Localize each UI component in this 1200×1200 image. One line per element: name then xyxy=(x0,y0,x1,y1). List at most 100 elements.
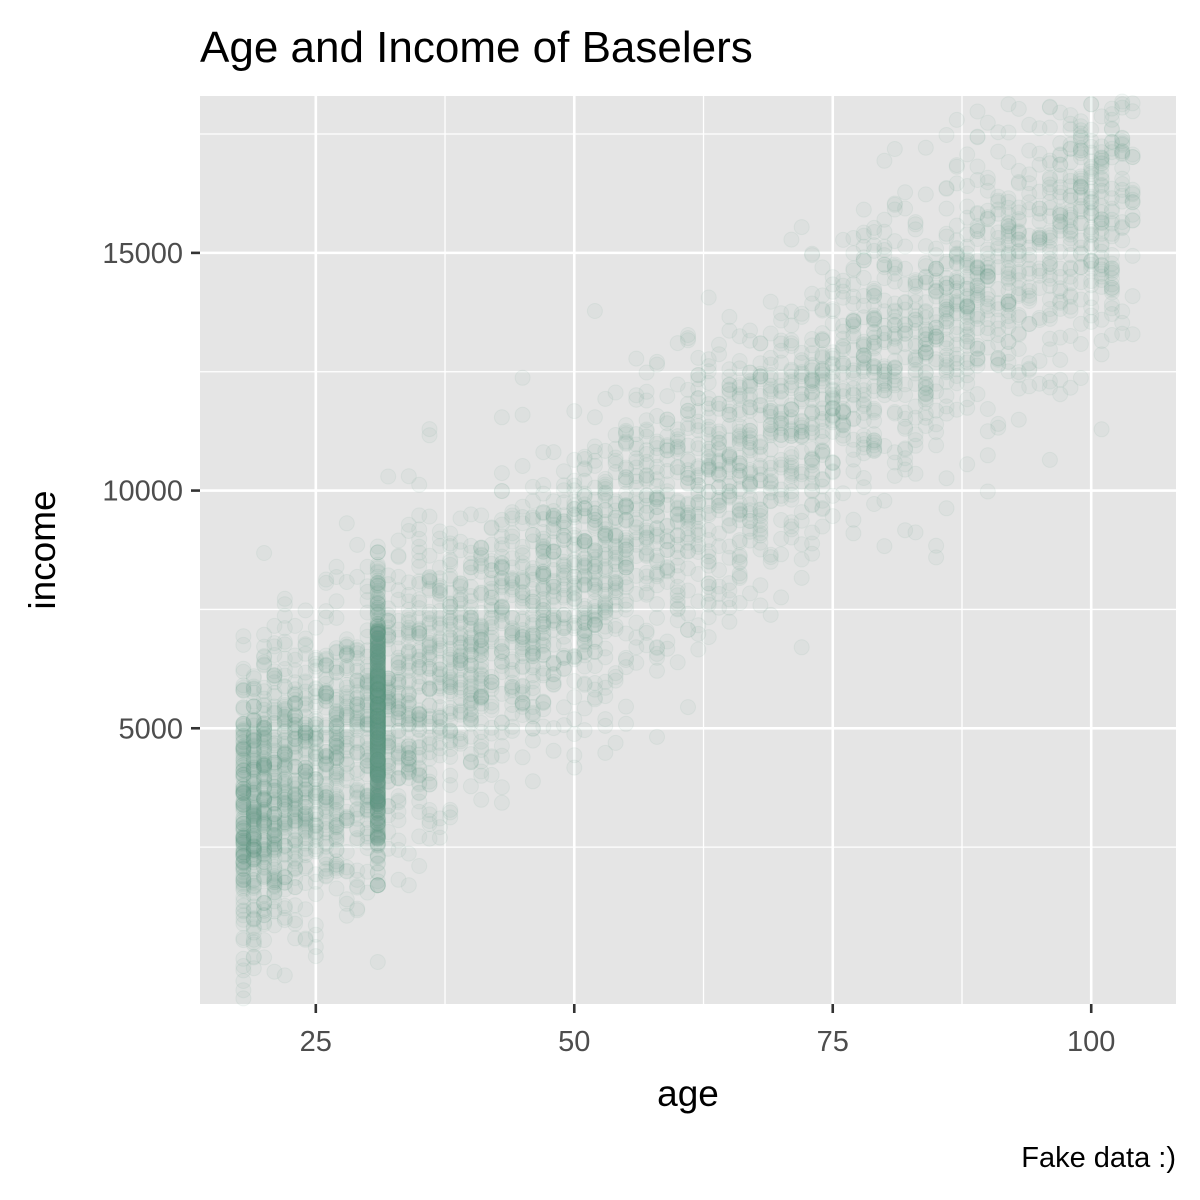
scatter-point xyxy=(1093,225,1110,242)
scatter-point xyxy=(276,912,293,929)
scatter-point xyxy=(762,480,779,497)
scatter-point xyxy=(638,564,655,581)
scatter-point xyxy=(235,903,252,920)
scatter-point xyxy=(700,450,717,467)
scatter-point xyxy=(876,360,893,377)
scatter-point xyxy=(690,390,707,407)
scatter-point xyxy=(628,548,645,564)
scatter-point xyxy=(969,350,986,367)
scatter-point xyxy=(297,762,314,779)
scatter-point xyxy=(1114,145,1131,161)
scatter-point xyxy=(390,673,407,690)
scatter-point xyxy=(452,595,469,612)
scatter-point xyxy=(618,576,634,592)
scatter-point xyxy=(607,556,624,573)
scatter-point xyxy=(504,528,521,545)
scatter-point xyxy=(783,427,800,444)
scatter-point xyxy=(866,219,883,236)
scatter-point xyxy=(390,701,407,718)
scatter-point xyxy=(928,437,945,454)
scatter-point xyxy=(307,655,324,672)
scatter-point xyxy=(597,717,614,734)
scatter-point xyxy=(431,637,448,654)
scatter-point xyxy=(1124,212,1141,229)
scatter-point xyxy=(514,458,531,474)
scatter-point xyxy=(307,716,324,733)
scatter-point xyxy=(969,158,986,175)
scatter-point xyxy=(338,636,355,653)
scatter-point xyxy=(1114,214,1131,231)
scatter-point xyxy=(235,762,252,779)
scatter-point xyxy=(442,640,459,657)
scatter-point xyxy=(742,427,758,444)
scatter-point xyxy=(855,347,872,364)
scatter-point xyxy=(297,823,314,840)
scatter-point xyxy=(835,403,852,420)
scatter-point xyxy=(773,456,790,473)
scatter-point xyxy=(814,346,831,363)
scatter-point xyxy=(349,697,366,713)
scatter-point xyxy=(855,377,872,393)
scatter-point xyxy=(576,507,593,524)
scatter-point xyxy=(297,602,314,619)
scatter-point xyxy=(421,830,438,847)
scatter-point xyxy=(276,759,293,776)
scatter-point xyxy=(235,840,252,857)
scatter-point xyxy=(328,880,345,897)
scatter-point xyxy=(1083,307,1100,324)
scatter-point xyxy=(390,655,407,672)
scatter-point xyxy=(287,808,304,825)
scatter-point xyxy=(452,542,469,559)
scatter-point xyxy=(1114,193,1131,210)
scatter-point xyxy=(928,260,945,277)
scatter-point xyxy=(690,641,707,658)
scatter-point xyxy=(442,629,459,645)
scatter-point xyxy=(390,548,407,565)
scatter-point xyxy=(411,746,428,763)
scatter-point xyxy=(907,356,924,373)
scatter-point xyxy=(1021,251,1038,268)
scatter-point xyxy=(256,711,273,728)
scatter-point xyxy=(287,647,304,664)
scatter-point xyxy=(586,409,603,426)
scatter-point xyxy=(1041,184,1058,201)
scatter-point xyxy=(845,245,862,262)
scatter-point xyxy=(979,325,996,342)
scatter-point xyxy=(649,640,665,656)
scatter-point xyxy=(318,838,335,855)
scatter-point xyxy=(824,369,841,386)
scatter-point xyxy=(524,589,541,606)
scatter-point xyxy=(307,806,324,823)
scatter-point xyxy=(804,285,821,302)
scatter-point xyxy=(328,677,345,694)
scatter-point xyxy=(1083,138,1100,155)
scatter-point xyxy=(938,200,955,217)
scatter-point xyxy=(576,598,593,614)
scatter-point xyxy=(256,841,273,858)
scatter-point xyxy=(773,342,790,359)
scatter-point xyxy=(586,515,603,532)
scatter-point xyxy=(845,230,862,246)
scatter-point xyxy=(1114,133,1131,150)
scatter-point xyxy=(886,317,903,334)
scatter-point xyxy=(566,518,583,535)
scatter-point xyxy=(948,289,965,306)
scatter-point xyxy=(1000,334,1017,350)
scatter-point xyxy=(400,716,417,733)
scatter-point xyxy=(762,606,779,623)
scatter-point xyxy=(659,518,676,535)
scatter-point xyxy=(400,744,417,761)
scatter-point xyxy=(493,645,510,662)
scatter-point xyxy=(938,253,955,270)
scatter-point xyxy=(752,505,769,522)
scatter-point xyxy=(535,694,552,711)
scatter-point xyxy=(287,897,304,914)
scatter-point xyxy=(1124,103,1141,120)
scatter-point xyxy=(835,339,852,355)
scatter-point xyxy=(917,391,934,408)
scatter-point xyxy=(783,317,800,334)
scatter-point xyxy=(411,711,428,728)
scatter-point xyxy=(804,450,821,467)
scatter-point xyxy=(576,626,593,642)
scatter-point xyxy=(256,721,273,738)
